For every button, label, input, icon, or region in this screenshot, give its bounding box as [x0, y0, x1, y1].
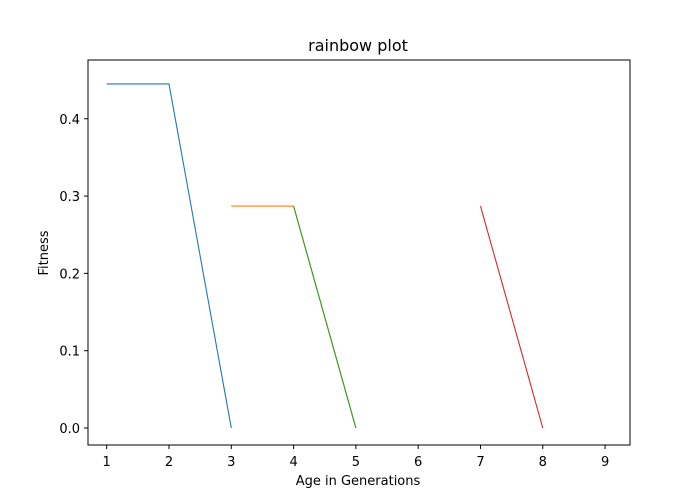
y-tick-label-2: 0.2 [59, 267, 80, 282]
x-axis-label: Age in Generations [296, 474, 421, 489]
chart-title: rainbow plot [308, 36, 408, 55]
y-tick-label-3: 0.3 [59, 190, 80, 205]
x-ticks: 1 2 3 4 5 6 7 8 9 [103, 445, 609, 470]
series-line-2 [231, 205, 357, 429]
y-tick-label-4: 0.4 [59, 113, 80, 128]
x-tick-label-4: 4 [289, 455, 297, 470]
x-tick-label-1: 1 [103, 455, 111, 470]
x-tick-label-6: 6 [414, 455, 422, 470]
x-tick-label-8: 8 [539, 455, 547, 470]
series-line-3 [293, 205, 357, 429]
y-ticks: 0.0 0.1 0.2 0.3 0.4 [59, 113, 88, 437]
x-tick-label-9: 9 [601, 455, 609, 470]
x-tick-label-7: 7 [476, 455, 484, 470]
x-tick-label-3: 3 [227, 455, 235, 470]
series-line-1 [106, 83, 232, 429]
series-line-4 [479, 205, 544, 429]
x-tick-label-2: 2 [165, 455, 173, 470]
series-layer [106, 83, 544, 429]
plot-frame [87, 59, 631, 446]
y-tick-label-0: 0.0 [59, 422, 80, 437]
axes-layer [87, 59, 631, 446]
x-tick-label-5: 5 [352, 455, 360, 470]
y-tick-label-1: 0.1 [59, 345, 80, 360]
y-axis-label: Fitness [37, 230, 52, 275]
